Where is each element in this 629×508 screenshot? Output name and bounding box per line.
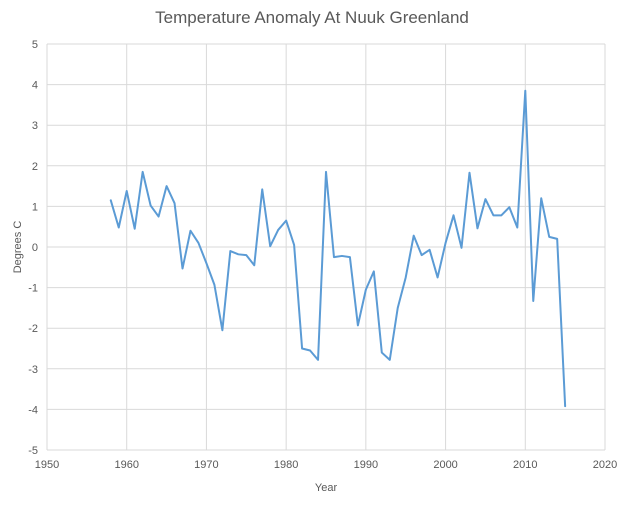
- data-point: [405, 276, 407, 279]
- data-point: [548, 236, 550, 238]
- data-point: [173, 202, 176, 204]
- data-point: [381, 351, 383, 354]
- data-point: [357, 324, 359, 326]
- data-point: [444, 242, 447, 244]
- data-point: [253, 264, 255, 266]
- data-point: [341, 255, 343, 257]
- data-point: [126, 190, 128, 192]
- x-tick-label: 1970: [194, 459, 218, 471]
- series-line: [109, 89, 567, 408]
- data-point: [301, 347, 303, 350]
- data-point: [492, 214, 494, 216]
- data-point: [468, 172, 471, 174]
- data-point: [205, 262, 208, 264]
- data-point: [293, 244, 295, 246]
- y-tick-label: 3: [32, 120, 38, 132]
- y-tick-label: 0: [32, 242, 38, 254]
- data-point: [142, 171, 144, 173]
- y-tick-label: 5: [32, 39, 38, 51]
- data-point: [484, 198, 487, 200]
- data-point: [189, 230, 192, 232]
- data-point: [269, 245, 271, 247]
- data-point: [365, 289, 367, 291]
- x-tick-label: 1950: [35, 459, 59, 471]
- data-point: [181, 267, 184, 270]
- data-point: [134, 228, 136, 230]
- data-point: [389, 359, 391, 361]
- y-tick-label: 1: [32, 201, 38, 213]
- x-tick-label: 2000: [433, 459, 457, 471]
- data-point: [556, 238, 558, 240]
- x-tick-label: 2020: [593, 459, 617, 471]
- data-point: [460, 247, 463, 249]
- data-point: [118, 226, 120, 229]
- data-point: [221, 329, 223, 331]
- y-tick-label: 2: [32, 161, 38, 173]
- data-point: [500, 214, 502, 216]
- x-tick-label: 1960: [114, 459, 138, 471]
- y-tick-label: 4: [32, 80, 38, 92]
- y-tick-label: -1: [28, 283, 38, 295]
- y-tick-label: -3: [28, 364, 38, 376]
- data-point: [261, 188, 263, 190]
- data-point: [158, 215, 160, 218]
- y-tick-label: -5: [28, 445, 38, 457]
- data-point: [421, 254, 423, 256]
- data-point: [373, 270, 375, 272]
- data-point: [317, 359, 319, 361]
- y-axis-ticks: -5 -4 -3 -2 -1 0 1 2 3 4 5: [28, 39, 38, 457]
- data-point: [349, 256, 351, 258]
- series-group: [109, 89, 567, 408]
- data-point: [532, 300, 534, 302]
- data-point: [165, 185, 168, 187]
- data-point: [429, 249, 431, 251]
- data-point: [397, 307, 399, 309]
- data-point: [333, 256, 335, 258]
- data-point: [452, 214, 455, 216]
- data-point: [309, 349, 311, 352]
- data-point: [277, 229, 279, 231]
- gridlines: [46, 43, 606, 451]
- data-point: [476, 227, 479, 229]
- x-tick-label: 2010: [513, 459, 537, 471]
- data-point: [237, 253, 239, 255]
- data-point: [150, 204, 152, 207]
- x-tick-label: 1980: [274, 459, 298, 471]
- data-point: [540, 197, 542, 199]
- data-point: [197, 242, 200, 244]
- data-point: [413, 235, 415, 237]
- data-point: [508, 206, 510, 208]
- y-tick-label: -4: [28, 404, 38, 416]
- data-point: [437, 276, 439, 279]
- chart-title: Temperature Anomaly At Nuuk Greenland: [155, 8, 469, 27]
- data-point: [285, 220, 287, 222]
- data-point: [564, 405, 566, 407]
- data-point: [325, 171, 327, 173]
- data-point: [110, 199, 112, 201]
- y-tick-label: -2: [28, 323, 38, 335]
- data-point: [524, 90, 526, 92]
- x-tick-label: 1990: [354, 459, 378, 471]
- x-axis-ticks: 1950 1960 1970 1980 1990 2000 2010 2020: [35, 459, 617, 471]
- x-axis-label: Year: [315, 482, 338, 494]
- data-point: [213, 284, 215, 286]
- data-point: [229, 250, 231, 252]
- y-axis-label: Degrees C: [12, 221, 24, 274]
- data-point: [245, 254, 247, 256]
- data-point: [516, 226, 518, 229]
